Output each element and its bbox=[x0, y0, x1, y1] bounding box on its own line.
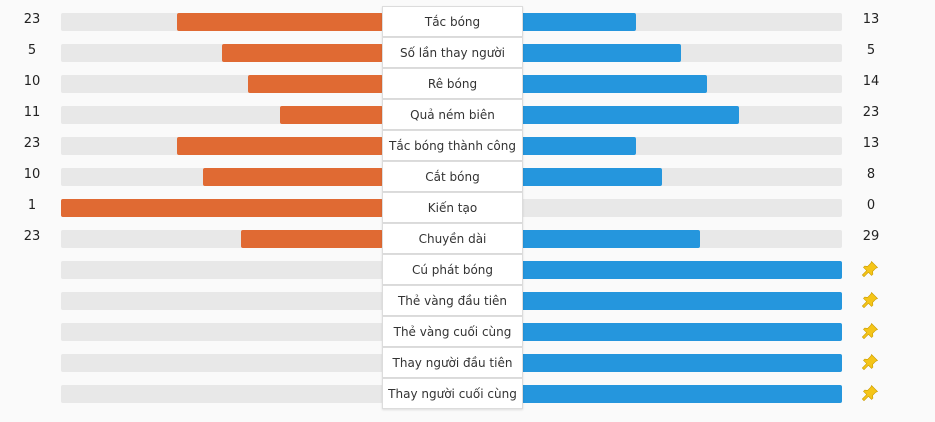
stat-row: 23 Chuyền dài 29 bbox=[0, 220, 935, 254]
stat-label: Thẻ vàng đầu tiên bbox=[382, 285, 523, 316]
home-bar-fill bbox=[241, 230, 383, 248]
stat-label: Rê bóng bbox=[382, 68, 523, 99]
away-bar-track bbox=[520, 385, 842, 403]
home-bar-fill bbox=[177, 13, 383, 31]
away-value: 0 bbox=[866, 198, 876, 213]
away-bar-track bbox=[520, 323, 842, 341]
home-value: 23 bbox=[23, 12, 41, 27]
stat-label: Cắt bóng bbox=[382, 161, 523, 192]
away-bar-track bbox=[520, 261, 842, 279]
home-bar-track bbox=[61, 106, 383, 124]
away-bar-fill bbox=[520, 106, 739, 124]
home-bar-fill bbox=[203, 168, 383, 186]
home-value bbox=[12, 313, 52, 344]
stat-row: 1 Kiến tạo 0 bbox=[0, 189, 935, 223]
home-bar-track bbox=[61, 385, 383, 403]
home-bar-track bbox=[61, 230, 383, 248]
away-value: 23 bbox=[862, 105, 880, 120]
stat-row: 10 Cắt bóng 8 bbox=[0, 158, 935, 192]
away-bar-track bbox=[520, 13, 842, 31]
stat-label: Kiến tạo bbox=[382, 192, 523, 223]
stat-row: Thay người đầu tiên bbox=[0, 344, 935, 378]
away-bar-fill bbox=[520, 137, 636, 155]
home-bar-fill bbox=[177, 137, 383, 155]
home-bar-track bbox=[61, 168, 383, 186]
home-value bbox=[12, 375, 52, 406]
home-value: 23 bbox=[23, 229, 41, 244]
away-bar-track bbox=[520, 230, 842, 248]
home-bar-track bbox=[61, 199, 383, 217]
away-bar-fill bbox=[520, 323, 842, 341]
home-value: 23 bbox=[23, 136, 41, 151]
away-bar-fill bbox=[520, 168, 662, 186]
home-value: 11 bbox=[23, 105, 41, 120]
away-bar-track bbox=[520, 354, 842, 372]
stat-label: Số lần thay người bbox=[382, 37, 523, 68]
home-value bbox=[12, 251, 52, 282]
stat-row: Thẻ vàng cuối cùng bbox=[0, 313, 935, 347]
away-bar-track bbox=[520, 137, 842, 155]
pin-icon bbox=[861, 353, 879, 371]
away-bar-fill bbox=[520, 75, 707, 93]
stat-label: Tắc bóng bbox=[382, 6, 523, 37]
stat-row: Cú phát bóng bbox=[0, 251, 935, 285]
away-bar-track bbox=[520, 199, 842, 217]
home-value: 10 bbox=[23, 167, 41, 182]
away-bar-fill bbox=[520, 230, 700, 248]
away-value: 13 bbox=[862, 12, 880, 27]
away-value: 8 bbox=[866, 167, 876, 182]
home-bar-fill bbox=[280, 106, 383, 124]
home-value bbox=[12, 282, 52, 313]
away-value: 14 bbox=[862, 74, 880, 89]
home-bar-track bbox=[61, 75, 383, 93]
away-bar-fill bbox=[520, 261, 842, 279]
pin-icon bbox=[861, 322, 879, 340]
away-value: 13 bbox=[862, 136, 880, 151]
stat-label: Cú phát bóng bbox=[382, 254, 523, 285]
away-bar-track bbox=[520, 106, 842, 124]
away-value: 29 bbox=[862, 229, 880, 244]
home-bar-track bbox=[61, 137, 383, 155]
stat-row: 5 Số lần thay người 5 bbox=[0, 34, 935, 68]
stat-row: 10 Rê bóng 14 bbox=[0, 65, 935, 99]
home-bar-track bbox=[61, 292, 383, 310]
away-bar-fill bbox=[520, 354, 842, 372]
stat-label: Tắc bóng thành công bbox=[382, 130, 523, 161]
away-bar-fill bbox=[520, 13, 636, 31]
away-value: 5 bbox=[866, 43, 876, 58]
away-bar-fill bbox=[520, 292, 842, 310]
away-bar-track bbox=[520, 292, 842, 310]
stat-label: Chuyền dài bbox=[382, 223, 523, 254]
home-bar-track bbox=[61, 323, 383, 341]
stat-label: Thay người cuối cùng bbox=[382, 378, 523, 409]
home-value: 5 bbox=[27, 43, 37, 58]
home-bar-fill bbox=[222, 44, 383, 62]
away-bar-track bbox=[520, 44, 842, 62]
away-bar-track bbox=[520, 168, 842, 186]
away-bar-fill bbox=[520, 385, 842, 403]
home-value: 1 bbox=[27, 198, 37, 213]
stat-label: Thay người đầu tiên bbox=[382, 347, 523, 378]
stat-row: Thay người cuối cùng bbox=[0, 375, 935, 409]
home-bar-track bbox=[61, 44, 383, 62]
home-value: 10 bbox=[23, 74, 41, 89]
home-bar-track bbox=[61, 354, 383, 372]
stat-label: Quả ném biên bbox=[382, 99, 523, 130]
away-bar-track bbox=[520, 75, 842, 93]
home-bar-track bbox=[61, 13, 383, 31]
stat-row: 11 Quả ném biên 23 bbox=[0, 96, 935, 130]
pin-icon bbox=[861, 260, 879, 278]
home-bar-fill bbox=[61, 199, 383, 217]
home-value bbox=[12, 344, 52, 375]
stat-row: 23 Tắc bóng 13 bbox=[0, 3, 935, 37]
home-bar-fill bbox=[248, 75, 383, 93]
pin-icon bbox=[861, 384, 879, 402]
stat-row: Thẻ vàng đầu tiên bbox=[0, 282, 935, 316]
pin-icon bbox=[861, 291, 879, 309]
home-bar-track bbox=[61, 261, 383, 279]
stat-row: 23 Tắc bóng thành công 13 bbox=[0, 127, 935, 161]
stat-label: Thẻ vàng cuối cùng bbox=[382, 316, 523, 347]
away-bar-fill bbox=[520, 44, 681, 62]
